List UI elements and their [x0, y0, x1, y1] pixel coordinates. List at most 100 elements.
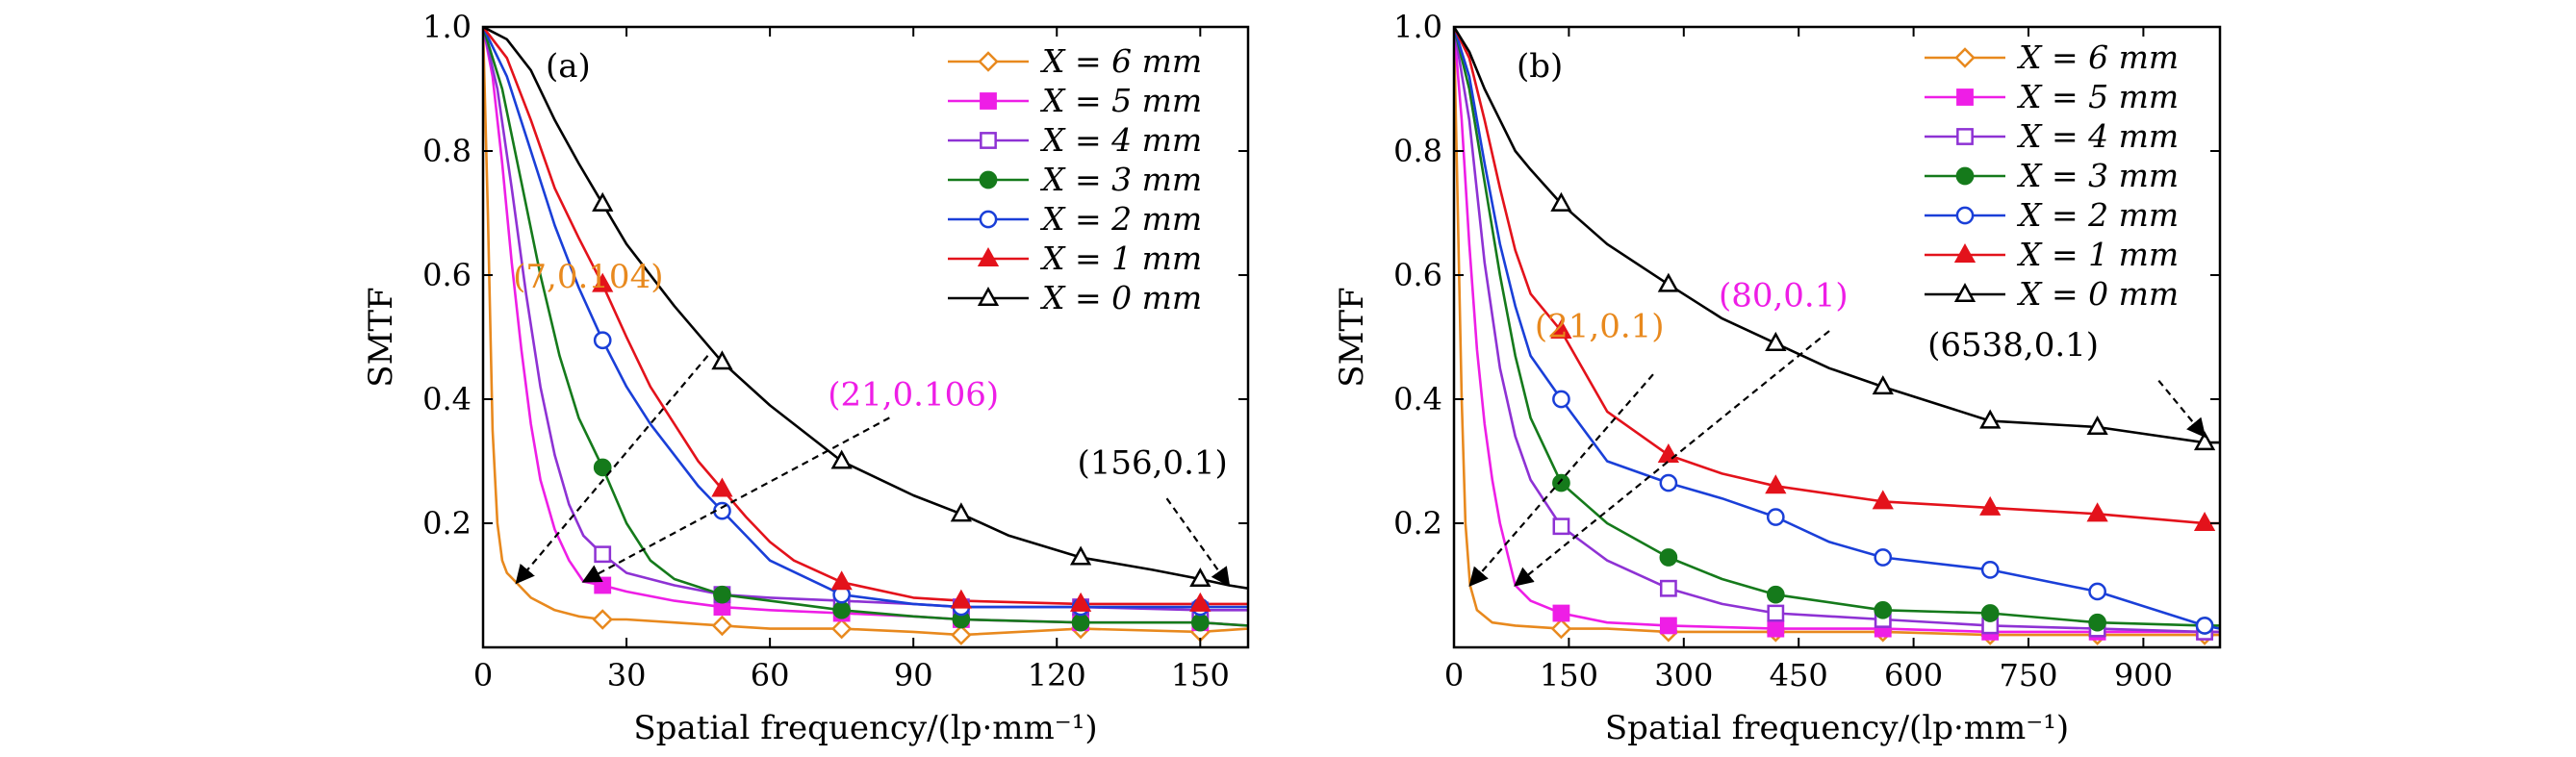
data-point-marker — [1874, 548, 1893, 567]
legend-marker — [1955, 206, 1975, 225]
data-point-marker — [1766, 508, 1785, 526]
legend-marker — [980, 92, 997, 110]
series-line-2 — [1454, 27, 2220, 634]
panel-a: 0 30 60 90 120 150 0.2 0.4 0.6 0.8 1.0 Spatial freq… — [362, 9, 1250, 747]
series-line-7 — [483, 27, 1248, 590]
legend-label: X = 2 mm — [2016, 196, 2179, 234]
series-line-6 — [1454, 27, 2220, 525]
y-tick-label: 0.8 — [1393, 133, 1442, 169]
data-point-marker — [1550, 191, 1572, 212]
data-point-marker — [1552, 517, 1570, 536]
y-tick-label: 0.6 — [1393, 257, 1442, 293]
data-point-marker — [1069, 545, 1092, 566]
data-point-marker — [1979, 409, 2002, 429]
y-tick-label: 1.0 — [422, 9, 472, 45]
x-tick-label: 90 — [894, 657, 933, 694]
data-point-marker — [1766, 585, 1785, 604]
legend-marker — [978, 51, 999, 72]
annotation-arrow — [1468, 373, 1654, 587]
annotation-label: (21,0.1) — [1535, 308, 1665, 346]
series-group — [483, 27, 1248, 645]
data-point-marker — [830, 618, 853, 640]
data-point-marker — [593, 458, 612, 477]
data-point-marker — [950, 589, 972, 609]
data-point-marker — [594, 576, 612, 594]
data-point-marker — [711, 477, 733, 497]
legend-marker — [1953, 282, 1977, 302]
data-point-marker — [1765, 331, 1787, 351]
x-tick-label: 750 — [1999, 657, 2057, 694]
data-point-marker — [1872, 490, 1894, 510]
y-tick-label: 0.8 — [422, 133, 472, 169]
data-point-marker — [2193, 511, 2216, 531]
annotation-label: (6538,0.1) — [1927, 326, 2099, 365]
legend-label: X = 5 mm — [2016, 78, 2179, 115]
legend-marker — [979, 210, 998, 229]
y-tick-label: 1.0 — [1393, 9, 1442, 45]
y-tick-label: 0.2 — [1393, 505, 1442, 542]
data-point-marker — [1189, 568, 1211, 588]
data-point-marker — [1190, 613, 1210, 632]
data-point-marker — [1872, 375, 1894, 395]
data-point-marker — [1550, 319, 1572, 340]
legend-label: X = 4 mm — [1039, 121, 1202, 159]
data-point-marker — [830, 570, 853, 591]
annotation-arrow — [581, 416, 890, 583]
legend-label: X = 4 mm — [2016, 117, 2179, 155]
data-point-marker — [1980, 604, 2000, 622]
annotation-arrow — [2157, 379, 2206, 439]
data-point-marker — [592, 191, 614, 212]
data-point-marker — [594, 545, 612, 564]
annotation-label: (80,0.1) — [1719, 276, 1849, 315]
x-tick-label: 450 — [1770, 657, 1828, 694]
y-tick-label: 0.6 — [422, 257, 472, 293]
y-axis-label: SMTF — [1333, 287, 1371, 387]
data-point-marker — [951, 624, 972, 645]
legend-label: X = 6 mm — [2016, 38, 2179, 76]
data-point-marker — [1550, 618, 1572, 640]
data-point-marker — [2086, 416, 2108, 436]
annotation-arrow — [515, 355, 709, 585]
x-tick-label: 0 — [1444, 657, 1464, 694]
plot-frame — [1452, 25, 2222, 649]
data-point-marker — [711, 350, 733, 370]
legend-label: X = 3 mm — [1039, 161, 1202, 198]
data-point-marker — [1659, 579, 1677, 597]
series-group — [1454, 27, 2220, 645]
data-point-marker — [2088, 582, 2106, 601]
legend-marker — [1956, 88, 1974, 106]
x-tick-label: 300 — [1654, 657, 1713, 694]
data-point-marker — [1767, 604, 1785, 622]
legend-label: X = 1 mm — [1039, 240, 1202, 277]
data-point-marker — [592, 272, 614, 292]
series-line-1 — [1454, 27, 2220, 637]
y-tick-label: 0.2 — [422, 505, 472, 542]
x-tick-label: 0 — [473, 657, 493, 694]
data-point-marker — [1874, 600, 1893, 619]
annotation-arrow — [1514, 330, 1830, 587]
series-line-4 — [483, 27, 1248, 627]
legend-marker — [1953, 242, 1977, 263]
legend-label: X = 5 mm — [1039, 82, 1202, 119]
x-tick-label: 600 — [1884, 657, 1943, 694]
x-tick-label: 150 — [1171, 657, 1230, 694]
series-line-4 — [1454, 27, 2220, 627]
data-point-marker — [1765, 474, 1787, 494]
legend-label: X = 3 mm — [2016, 157, 2179, 194]
data-point-marker — [1767, 619, 1785, 638]
data-point-marker — [1657, 443, 1680, 464]
legend-marker — [1954, 47, 1976, 68]
x-axis-label: Spatial frequency/(lp·mm⁻¹) — [633, 709, 1097, 747]
legend-label: X = 6 mm — [1039, 42, 1202, 80]
x-tick-label: 60 — [751, 657, 790, 694]
data-point-marker — [2195, 617, 2214, 635]
data-point-marker — [1659, 473, 1678, 492]
data-point-marker — [1069, 592, 1092, 612]
data-point-marker — [2086, 502, 2108, 522]
data-point-marker — [1071, 613, 1090, 632]
x-tick-label: 150 — [1540, 657, 1598, 694]
annotation-label: (156,0.1) — [1077, 443, 1227, 482]
data-point-marker — [1659, 548, 1678, 567]
data-point-marker — [592, 609, 613, 630]
